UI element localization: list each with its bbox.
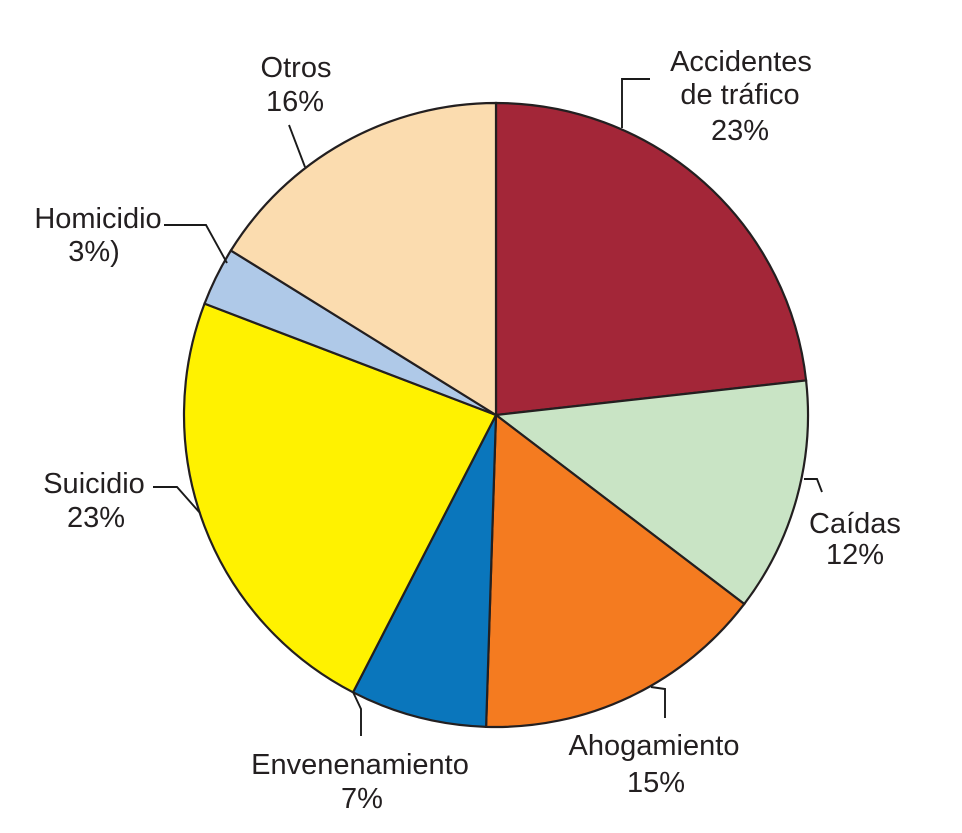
svg-text:Homicidio: Homicidio	[34, 203, 161, 235]
svg-text:Suicidio: Suicidio	[43, 468, 145, 500]
svg-text:16%: 16%	[266, 86, 324, 118]
svg-text:7%: 7%	[341, 783, 383, 815]
svg-text:Caídas: Caídas	[809, 508, 901, 540]
svg-text:de tráfico: de tráfico	[680, 79, 799, 111]
svg-text:12%: 12%	[826, 539, 884, 571]
svg-text:Otros: Otros	[261, 52, 332, 84]
svg-text:Ahogamiento: Ahogamiento	[569, 730, 740, 762]
svg-text:23%: 23%	[711, 115, 769, 147]
svg-text:15%: 15%	[627, 767, 685, 799]
svg-text:23%: 23%	[67, 502, 125, 534]
svg-text:Envenenamiento: Envenenamiento	[251, 749, 469, 781]
svg-text:Accidentes: Accidentes	[670, 46, 812, 78]
svg-text:3%): 3%)	[68, 236, 120, 268]
